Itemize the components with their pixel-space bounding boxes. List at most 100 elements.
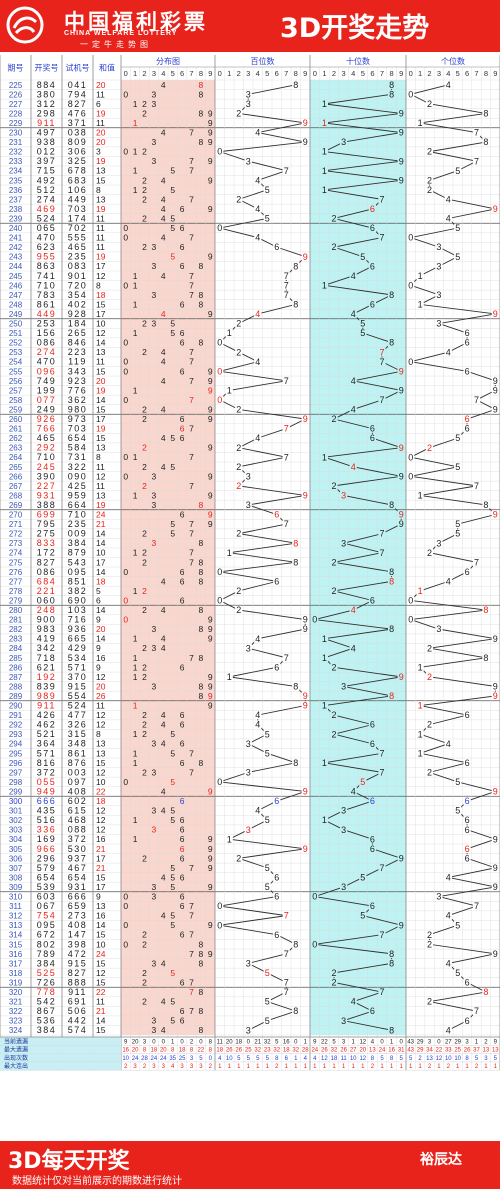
- issue-number: 315: [9, 940, 23, 949]
- sum-value: 20: [96, 624, 106, 634]
- digit-marker-bg: [225, 328, 233, 338]
- award-number: 926: [37, 414, 57, 424]
- digit-marker-bg: [244, 1026, 252, 1035]
- position-digit: 3: [341, 882, 346, 892]
- test-number: 654: [68, 433, 88, 443]
- distribution-digit: 9: [208, 490, 213, 500]
- distribution-digit: 6: [180, 433, 185, 443]
- issue-number: 243: [9, 253, 23, 262]
- sum-value: 24: [96, 510, 106, 520]
- award-number: 462: [37, 720, 57, 730]
- sum-value: 10: [96, 319, 106, 329]
- test-number: 103: [68, 605, 88, 615]
- position-digit: 1: [418, 118, 423, 128]
- position-digit: 4: [446, 347, 451, 357]
- distribution-digit: 4: [161, 271, 166, 281]
- position-digit: 0: [312, 892, 317, 902]
- digit-marker-bg: [330, 558, 338, 567]
- distribution-digit: 6: [180, 892, 185, 902]
- position-digit: 6: [465, 853, 470, 863]
- distribution-digit: 9: [208, 376, 213, 386]
- distribution-digit: 8: [199, 290, 204, 300]
- test-number: 371: [68, 118, 88, 128]
- award-number: 465: [37, 433, 57, 443]
- stat-value: 3: [180, 1064, 184, 1070]
- digit-marker-bg: [397, 920, 405, 930]
- digit-marker-bg: [225, 835, 233, 844]
- distribution-digit: 3: [152, 1025, 157, 1035]
- stat-value: 25: [179, 1056, 186, 1062]
- digit-marker-bg: [425, 443, 434, 452]
- test-number: 083: [68, 261, 88, 271]
- position-digit: 8: [293, 1006, 298, 1016]
- digit-header: 1: [418, 69, 422, 78]
- sum-value: 11: [96, 357, 105, 367]
- distribution-digit: 5: [170, 729, 175, 739]
- award-number: 966: [37, 844, 57, 854]
- digit-marker-bg: [397, 519, 405, 529]
- digit-marker-bg: [216, 367, 224, 376]
- distribution-digit: 6: [180, 242, 185, 252]
- distribution-digit: 4: [161, 204, 166, 214]
- sum-value: 17: [96, 882, 106, 892]
- sum-value: 14: [96, 634, 106, 644]
- test-number: 879: [68, 548, 88, 558]
- digit-marker-bg: [444, 80, 452, 89]
- digit-marker-bg: [254, 309, 262, 319]
- position-digit: 4: [255, 175, 260, 185]
- sum-value: 9: [96, 662, 101, 672]
- distribution-digit: 2: [142, 481, 147, 491]
- stat-value: 0: [294, 1039, 298, 1045]
- stat-value: 18: [235, 1039, 242, 1045]
- position-digit: 2: [427, 99, 432, 109]
- digit-marker-bg: [491, 204, 499, 214]
- distribution-digit: 8: [199, 557, 204, 567]
- digit-marker-bg: [282, 949, 290, 959]
- test-number: 931: [68, 882, 88, 892]
- distribution-digit: 0: [123, 595, 128, 605]
- stat-value: 29: [417, 1048, 424, 1054]
- distribution-digit: 1: [133, 758, 138, 768]
- digit-marker-bg: [244, 825, 252, 834]
- distribution-digit: 3: [152, 290, 157, 300]
- distribution-digit: 5: [170, 968, 175, 978]
- issue-number: 281: [9, 616, 23, 625]
- sum-value: 15: [96, 977, 106, 987]
- stat-label-bg: [0, 1053, 121, 1062]
- position-digit: 3: [341, 806, 346, 816]
- award-number: 435: [37, 806, 57, 816]
- sum-value: 9: [96, 643, 101, 653]
- digit-marker-bg: [472, 901, 481, 911]
- digit-marker-bg: [292, 300, 300, 309]
- digit-marker-bg: [463, 328, 471, 338]
- position-digit: 2: [427, 643, 432, 653]
- distribution-digit: 1: [133, 834, 138, 844]
- test-number: 584: [68, 443, 88, 453]
- sum-value: 11: [96, 242, 105, 252]
- stat-value: 2: [447, 1064, 451, 1070]
- position-digit: 0: [217, 920, 222, 930]
- distribution-digit: 8: [199, 653, 204, 663]
- test-number: 090: [68, 471, 88, 481]
- digit-marker-bg: [378, 863, 386, 873]
- stat-value: 25: [245, 1048, 252, 1054]
- digit-marker-bg: [463, 844, 471, 853]
- issue-number: 227: [9, 100, 23, 109]
- stat-value: 5: [332, 1039, 336, 1045]
- issue-number: 256: [9, 377, 23, 386]
- digit-header: 4: [446, 69, 450, 78]
- stat-value: 5: [494, 1056, 498, 1062]
- position-digit: 9: [493, 634, 498, 644]
- issue-number: 303: [9, 826, 23, 835]
- test-number: 326: [68, 720, 88, 730]
- position-digit: 7: [474, 128, 479, 138]
- table-header-bg: [0, 55, 500, 80]
- position-digit: 1: [418, 662, 423, 672]
- position-digit: 2: [427, 997, 432, 1007]
- issue-number: 292: [9, 721, 23, 730]
- stat-value: 2: [124, 1064, 128, 1070]
- test-number: 425: [68, 481, 88, 491]
- award-number: 955: [37, 252, 57, 262]
- distribution-digit: 0: [123, 452, 128, 462]
- digit-marker-bg: [378, 195, 386, 204]
